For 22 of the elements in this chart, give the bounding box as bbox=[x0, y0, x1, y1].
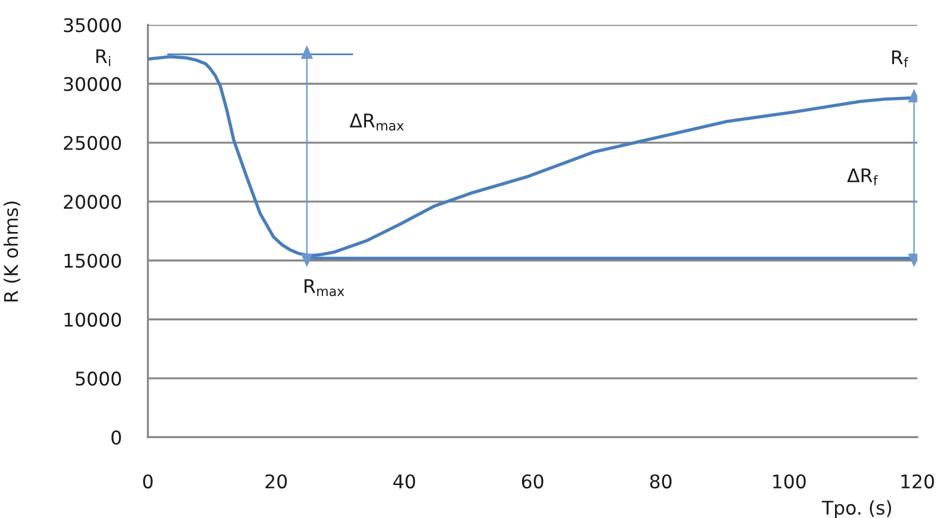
annotation: ΔR$_{max}$ bbox=[350, 114, 404, 131]
y-axis-title: R (K ohms) bbox=[4, 202, 20, 302]
y-tick-label: 5000 bbox=[76, 371, 121, 386]
x-tick-label: 120 bbox=[901, 474, 934, 489]
x-tick-label: 0 bbox=[143, 474, 153, 489]
annotation: R$_{f}$ bbox=[892, 50, 908, 68]
y-tick-label: 30000 bbox=[64, 76, 121, 92]
y-tick-label: 15000 bbox=[64, 254, 121, 268]
y-tick-label: 20000 bbox=[64, 194, 121, 209]
annotation: R$_{max}$ bbox=[304, 279, 344, 296]
y-tick-label: 35000 bbox=[64, 18, 121, 32]
x-tick-label: 80 bbox=[650, 474, 672, 489]
x-axis-title: Tpo. (s) bbox=[822, 500, 892, 518]
annotation: ΔR$_{f}$ bbox=[847, 168, 878, 186]
x-tick-label: 100 bbox=[773, 474, 806, 489]
y-tick-label: 25000 bbox=[64, 136, 121, 150]
x-tick-label: 20 bbox=[266, 474, 287, 489]
y-tick-label: 0 bbox=[112, 430, 121, 445]
text: R$_{i}$ bbox=[96, 49, 110, 66]
y-tick-label: 10000 bbox=[64, 312, 121, 327]
x-tick-label: 40 bbox=[393, 474, 416, 489]
x-tick-label: 60 bbox=[522, 474, 544, 489]
